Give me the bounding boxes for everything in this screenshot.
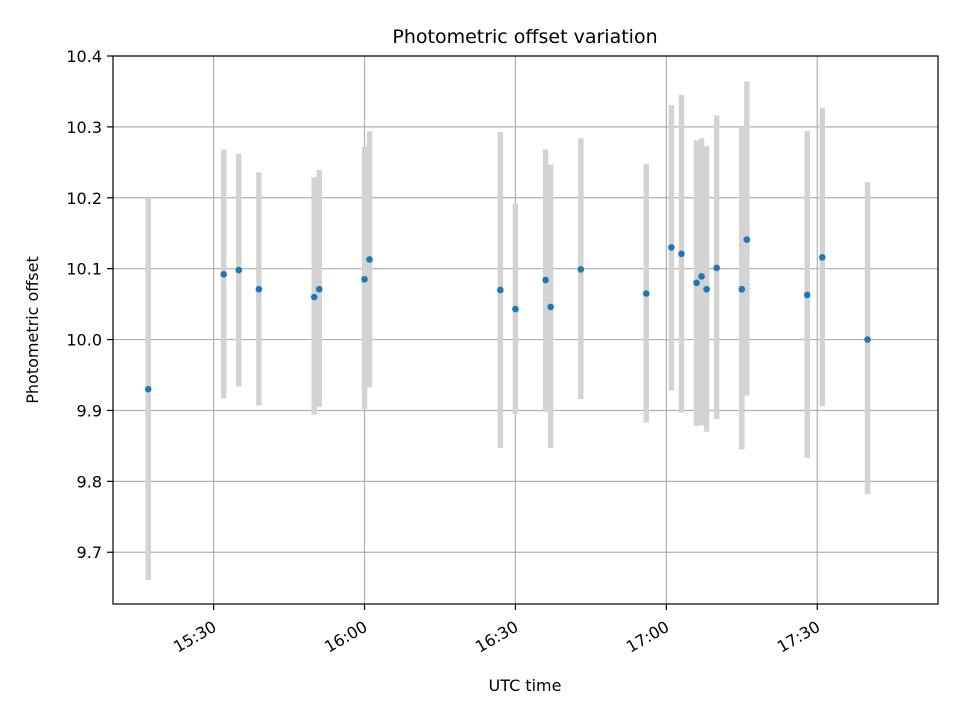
- data-point: [642, 290, 650, 297]
- data-point: [803, 291, 811, 299]
- y-axis-ticks: 9.7 9.8 9.9 10.0 10.1 10.2 10.3 10.4: [66, 47, 113, 562]
- data-point: [678, 250, 685, 258]
- x-tick-label: 16:00: [321, 617, 370, 657]
- data-point: [703, 285, 710, 293]
- data-point: [361, 276, 368, 283]
- x-tick-label: 17:30: [774, 617, 823, 657]
- x-tick-label: 16:30: [472, 617, 521, 657]
- data-point: [547, 303, 554, 311]
- data-point: [668, 244, 675, 251]
- chart-title: Photometric offset variation: [392, 26, 657, 48]
- y-tick-label: 9.8: [77, 472, 102, 491]
- data-point: [864, 336, 871, 343]
- y-tick-label: 9.9: [77, 401, 102, 420]
- data-point: [738, 285, 746, 293]
- y-tick-label: 10.0: [66, 331, 102, 350]
- data-point: [743, 236, 751, 243]
- data-point: [693, 279, 700, 287]
- data-point: [698, 273, 705, 280]
- data-point: [713, 264, 720, 272]
- data-point: [220, 271, 227, 278]
- y-tick-label: 10.4: [66, 47, 102, 66]
- x-axis-ticks: 15:30 16:00 16:30 17:00 17:30: [170, 604, 823, 657]
- y-tick-label: 10.2: [66, 189, 102, 208]
- plot-frame: [112, 55, 939, 605]
- data-point: [310, 293, 318, 301]
- x-tick-label: 15:30: [170, 617, 219, 657]
- data-points: [144, 236, 871, 393]
- data-point: [818, 254, 826, 261]
- data-point: [512, 305, 519, 313]
- data-point: [315, 285, 323, 293]
- data-point: [497, 286, 504, 294]
- y-tick-label: 10.1: [66, 260, 102, 279]
- data-point: [542, 276, 549, 284]
- data-point: [255, 285, 263, 293]
- data-point: [144, 385, 152, 393]
- data-point: [577, 266, 585, 273]
- y-axis-title: Photometric offset: [23, 256, 42, 404]
- data-point: [366, 256, 373, 263]
- error-bars: [145, 81, 871, 580]
- x-axis-title: UTC time: [489, 676, 562, 695]
- x-tick-label: 17:00: [623, 617, 672, 657]
- y-tick-label: 9.7: [77, 543, 102, 562]
- y-tick-label: 10.3: [66, 118, 102, 137]
- data-point: [235, 266, 243, 274]
